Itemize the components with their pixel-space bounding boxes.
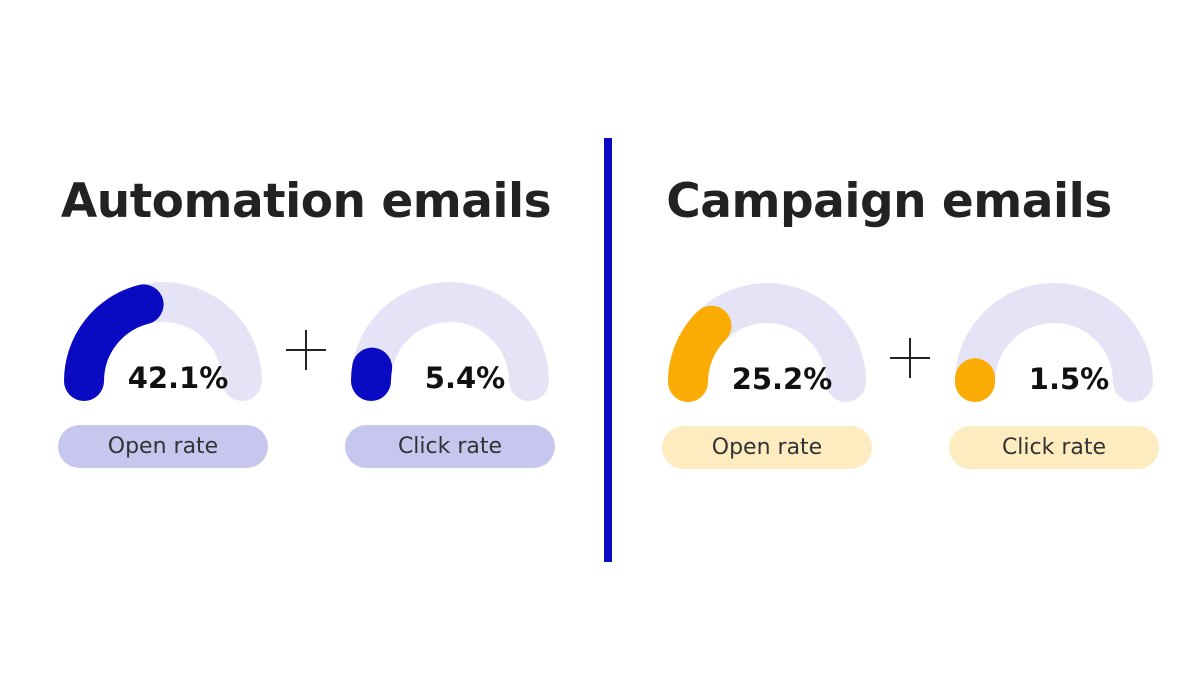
campaign-open-rate-label: Open rate: [662, 426, 872, 469]
automation-click-rate-gauge-arc: [350, 282, 549, 401]
campaign-open-rate-value: 25.2%: [731, 362, 833, 396]
section-divider: [604, 138, 612, 562]
campaign-click-rate-label: Click rate: [949, 426, 1159, 469]
automation-click-rate-value: 5.4%: [424, 361, 506, 395]
campaign-click-rate-gauge-track: [955, 283, 1153, 402]
automation-click-rate-label: Click rate: [345, 425, 555, 468]
automation-open-rate-gauge-fill: [64, 284, 164, 401]
campaign-plus-icon: [890, 338, 930, 378]
campaign-click-rate-value: 1.5%: [1028, 362, 1110, 396]
automation-open-rate-value: 42.1%: [127, 361, 229, 395]
automation-plus-icon: [286, 330, 326, 370]
campaign-click-rate-gauge: 1.5% Click rate: [949, 283, 1179, 482]
automation-open-rate-gauge-arc: [64, 282, 262, 401]
automation-emails-title: Automation emails: [60, 174, 552, 229]
campaign-open-rate-gauge-fill: [668, 305, 732, 402]
campaign-emails-title: Campaign emails: [666, 174, 1112, 229]
automation-click-rate-gauge-track: [351, 282, 549, 401]
automation-open-rate-label: Open rate: [58, 425, 268, 468]
campaign-click-rate-gauge-arc: [955, 283, 1153, 402]
automation-click-rate-gauge: 5.4% Click rate: [345, 282, 575, 481]
automation-open-rate-gauge: 42.1% Open rate: [58, 282, 288, 481]
campaign-open-rate-gauge-arc: [668, 283, 866, 402]
automation-click-rate-gauge-fill: [350, 347, 393, 401]
campaign-open-rate-gauge: 25.2% Open rate: [662, 283, 892, 482]
